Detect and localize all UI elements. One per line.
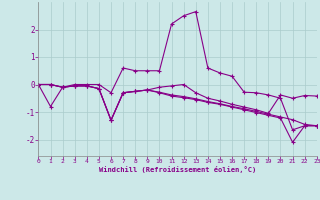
X-axis label: Windchill (Refroidissement éolien,°C): Windchill (Refroidissement éolien,°C) [99,166,256,173]
